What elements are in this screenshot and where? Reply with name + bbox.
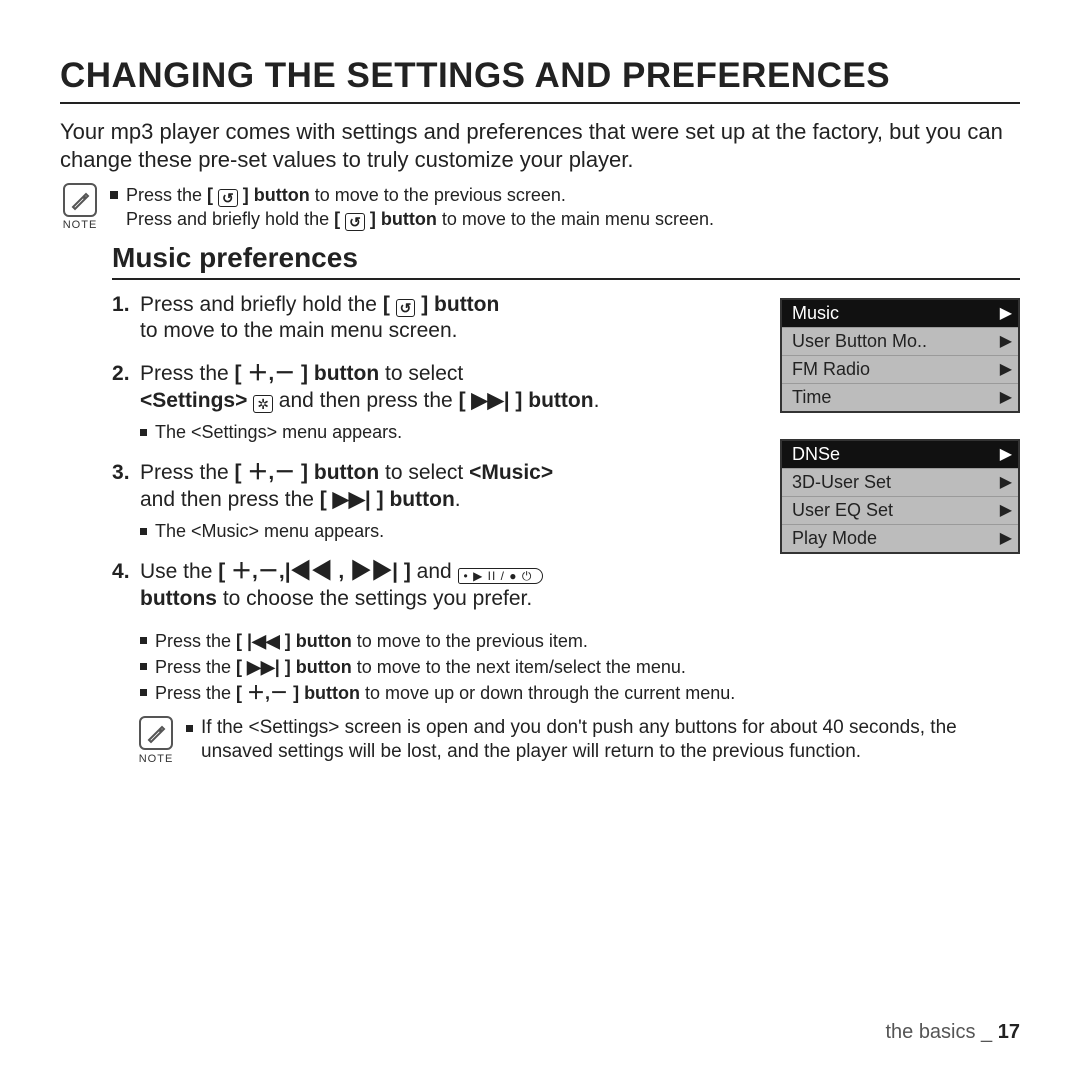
post-step-bullets: Press the [ |◀◀ ] button to move to the … xyxy=(140,629,1020,706)
page-footer: the basics _ 17 xyxy=(885,1021,1020,1044)
step3-sub: The <Music> menu appears. xyxy=(155,520,384,543)
note-label: NOTE xyxy=(139,752,174,766)
step-4: Use the [ ＋,－,|◀◀ , ▶▶| ] and • ▶ II / ●… xyxy=(112,559,762,613)
note-icon: NOTE xyxy=(136,716,176,766)
note2-text: If the <Settings> screen is open and you… xyxy=(201,716,1020,766)
bullet-icon xyxy=(140,663,147,670)
bullet-icon xyxy=(140,528,147,535)
step-3: Press the [ ＋,－ ] button to select <Musi… xyxy=(112,460,762,543)
chevron-right-icon: ▶ xyxy=(1000,303,1012,323)
bullet-icon xyxy=(140,429,147,436)
step-2: Press the [ ＋,－ ] button to select <Sett… xyxy=(112,361,762,444)
step-1: Press and briefly hold the [ ↺ ] button … xyxy=(112,292,762,346)
note-block-2: NOTE If the <Settings> screen is open an… xyxy=(112,716,1020,766)
intro-text: Your mp3 player comes with settings and … xyxy=(60,118,1020,173)
pencil-icon xyxy=(145,722,167,744)
menu-row-dnse: DNSe▶ xyxy=(782,441,1018,468)
screens-column: Music▶ User Button Mo..▶ FM Radio▶ Time▶… xyxy=(780,298,1020,554)
back-icon: ↺ xyxy=(396,299,416,317)
screen-settings: Music▶ User Button Mo..▶ FM Radio▶ Time▶ xyxy=(780,298,1020,413)
chevron-right-icon: ▶ xyxy=(1000,444,1012,464)
note-icon: NOTE xyxy=(60,183,100,231)
menu-row-fmradio: FM Radio▶ xyxy=(782,355,1018,383)
screen-music: DNSe▶ 3D-User Set▶ User EQ Set▶ Play Mod… xyxy=(780,439,1020,554)
bullet-icon xyxy=(186,725,193,732)
chevron-right-icon: ▶ xyxy=(1000,472,1012,492)
chevron-right-icon: ▶ xyxy=(1000,331,1012,351)
menu-row-music: Music▶ xyxy=(782,300,1018,327)
note-label: NOTE xyxy=(63,219,98,231)
back-icon: ↺ xyxy=(218,189,238,207)
bullet-icon xyxy=(140,637,147,644)
play-power-key: • ▶ II / ● ⏻ xyxy=(458,568,544,584)
chevron-right-icon: ▶ xyxy=(1000,359,1012,379)
menu-row-userbutton: User Button Mo..▶ xyxy=(782,327,1018,355)
note1-line1: Press the [ ↺ ] button to move to the pr… xyxy=(126,183,566,207)
page-title: CHANGING THE SETTINGS AND PREFERENCES xyxy=(60,56,1020,104)
chevron-right-icon: ▶ xyxy=(1000,387,1012,407)
bullet-icon xyxy=(110,191,118,199)
chevron-right-icon: ▶ xyxy=(1000,528,1012,548)
section-subhead: Music preferences xyxy=(112,242,1020,280)
note1-line2: Press and briefly hold the [ ↺ ] button … xyxy=(126,207,714,231)
settings-icon: ✲ xyxy=(253,395,273,413)
page-number: 17 xyxy=(998,1021,1020,1043)
chevron-right-icon: ▶ xyxy=(1000,500,1012,520)
menu-row-3duser: 3D-User Set▶ xyxy=(782,468,1018,496)
step2-sub: The <Settings> menu appears. xyxy=(155,421,402,444)
back-icon: ↺ xyxy=(345,213,365,231)
menu-row-usereq: User EQ Set▶ xyxy=(782,496,1018,524)
steps-column: Press and briefly hold the [ ↺ ] button … xyxy=(112,292,762,629)
menu-row-playmode: Play Mode▶ xyxy=(782,524,1018,552)
pencil-icon xyxy=(69,189,91,211)
menu-row-time: Time▶ xyxy=(782,383,1018,411)
bullet-icon xyxy=(140,689,147,696)
note-block-1: NOTE Press the [ ↺ ] button to move to t… xyxy=(60,183,1020,232)
